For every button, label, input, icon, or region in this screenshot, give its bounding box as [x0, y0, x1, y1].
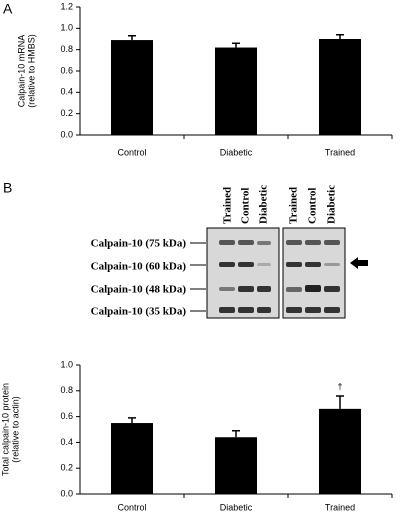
y-tick-label: 0.8	[60, 385, 73, 395]
y-axis-label: (relative to HMBS)	[26, 34, 36, 108]
band-label: Calpain-10 (60 kDa)	[91, 261, 187, 273]
y-tick-label: 0.0	[60, 129, 73, 139]
x-tick-label: Trained	[325, 147, 355, 157]
y-tick-label: 0.8	[60, 44, 73, 54]
lane-label: Control	[240, 188, 252, 224]
bar	[215, 437, 257, 494]
lane-label: Control	[307, 188, 319, 224]
bar	[215, 47, 257, 135]
panel-label: B	[3, 180, 12, 196]
error-bar	[128, 417, 136, 424]
x-tick-label: Diabetic	[220, 502, 253, 512]
y-tick-label: 0.2	[60, 108, 73, 118]
y-axis-label: (relative to actin)	[10, 396, 20, 463]
y-tick-label: 0.6	[60, 411, 73, 421]
lane-label: Trained	[288, 187, 300, 224]
band-label: Calpain-10 (35 kDa)	[91, 306, 187, 318]
bar	[319, 39, 361, 135]
bar	[111, 40, 153, 135]
lane-label: Diabetic	[326, 185, 338, 224]
panel-label: A	[3, 1, 13, 17]
y-tick-label: 1.0	[60, 359, 73, 369]
x-tick-label: Trained	[325, 502, 355, 512]
x-tick-label: Control	[117, 502, 146, 512]
y-tick-label: 0.4	[60, 87, 73, 97]
y-axis-label: Calpain-10 mRNA	[16, 35, 26, 108]
error-bar	[336, 33, 344, 39]
y-tick-label: 1.0	[60, 23, 73, 33]
y-tick-label: 0.4	[60, 437, 73, 447]
error-bar	[232, 42, 240, 48]
blot-image	[190, 227, 368, 319]
y-tick-label: 0.2	[60, 463, 73, 473]
error-bar	[232, 430, 240, 438]
lane-label: Diabetic	[258, 185, 270, 224]
y-tick-label: 1.2	[60, 1, 73, 11]
bar	[319, 408, 361, 494]
lane-label: Trained	[222, 187, 234, 224]
y-tick-label: 0.6	[60, 65, 73, 75]
error-bar	[336, 395, 344, 409]
error-bar	[128, 35, 136, 41]
y-tick-label: 0.0	[60, 488, 73, 498]
y-axis-label: Total calpain-10 protein	[0, 383, 10, 476]
annotation: †	[337, 381, 342, 391]
bar	[111, 423, 153, 494]
band-label: Calpain-10 (75 kDa)	[91, 238, 187, 250]
band-label: Calpain-10 (48 kDa)	[91, 284, 187, 296]
x-tick-label: Control	[117, 147, 146, 157]
x-tick-label: Diabetic	[220, 147, 253, 157]
